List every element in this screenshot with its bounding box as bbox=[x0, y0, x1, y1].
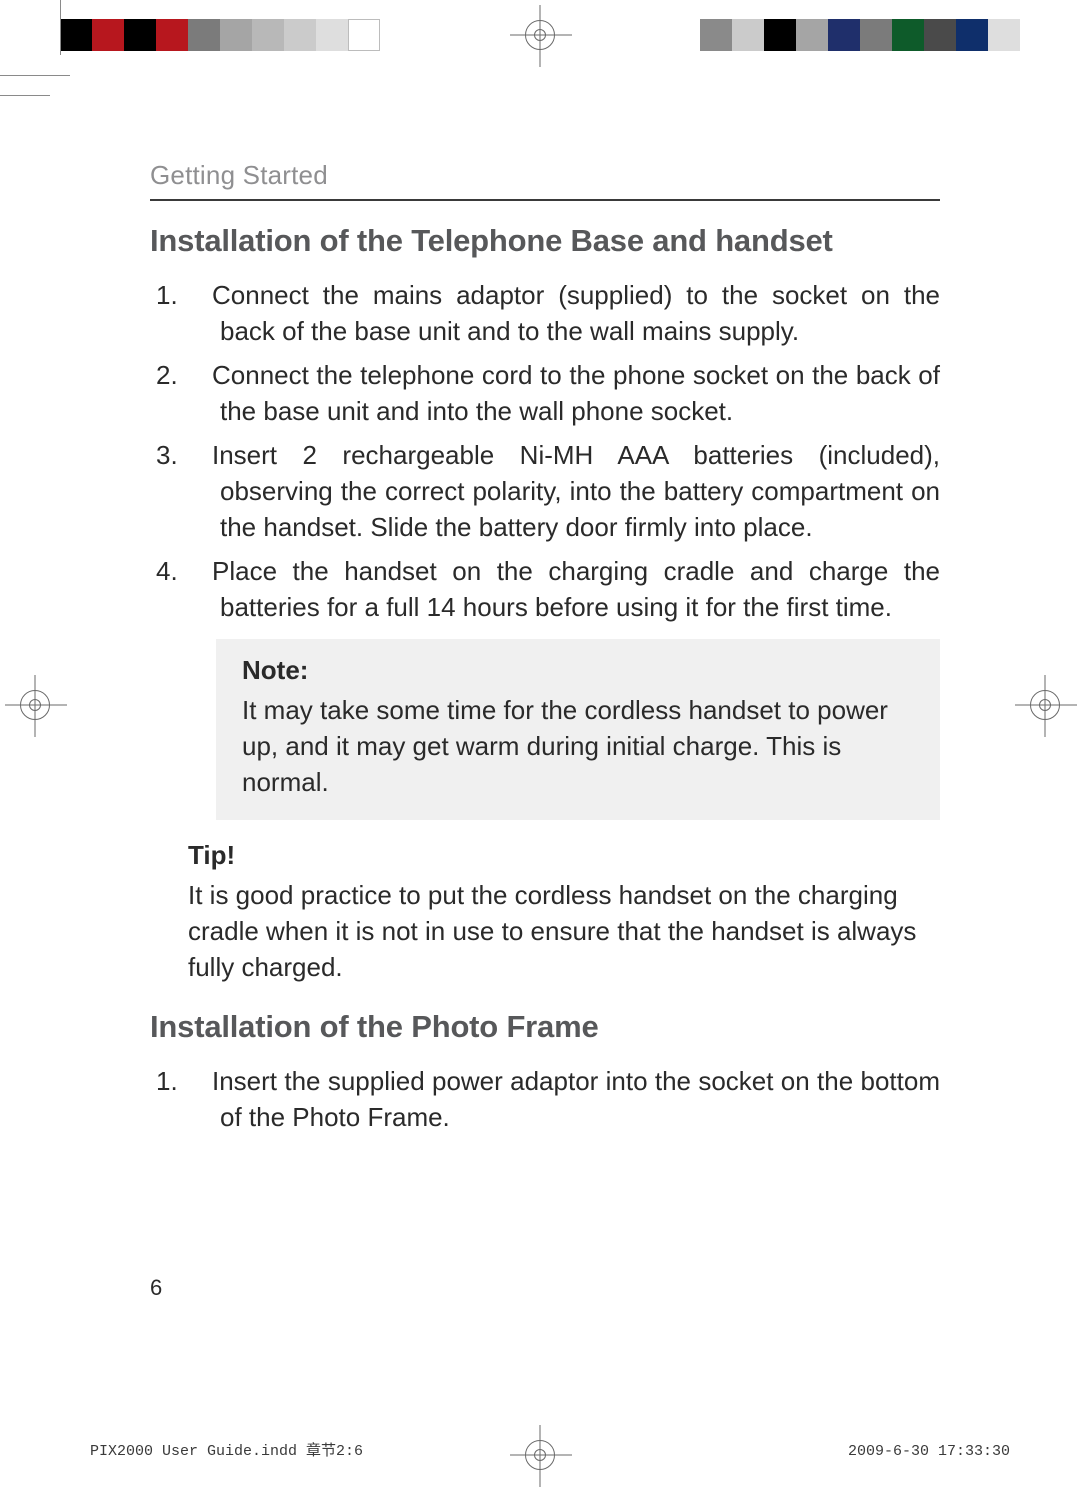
colorbar-right bbox=[700, 19, 1020, 51]
slug-filename: PIX2000 User Guide.indd 章节2:6 bbox=[90, 1439, 363, 1460]
page-content: Getting Started Installation of the Tele… bbox=[150, 160, 940, 1149]
page-number: 6 bbox=[150, 1275, 162, 1301]
note-body: It may take some time for the cordless h… bbox=[242, 692, 914, 800]
section-rule bbox=[150, 199, 940, 201]
reg-target-bottom bbox=[525, 1440, 555, 1470]
steps-photoframe: 1.Insert the supplied power adaptor into… bbox=[188, 1063, 940, 1135]
tip-title: Tip! bbox=[188, 840, 940, 871]
colorbar-left bbox=[60, 19, 380, 51]
step-1: 1.Connect the mains adaptor (supplied) t… bbox=[188, 277, 940, 349]
step-2: 2.Connect the telephone cord to the phon… bbox=[188, 357, 940, 429]
note-box: Note: It may take some time for the cord… bbox=[216, 639, 940, 820]
tip-block: Tip! It is good practice to put the cord… bbox=[188, 840, 940, 985]
pf-step-1: 1.Insert the supplied power adaptor into… bbox=[188, 1063, 940, 1135]
step-4: 4.Place the handset on the charging crad… bbox=[188, 553, 940, 625]
steps-base: 1.Connect the mains adaptor (supplied) t… bbox=[188, 277, 940, 625]
section-label: Getting Started bbox=[150, 160, 940, 191]
reg-target-top bbox=[525, 20, 555, 50]
reg-target-left bbox=[20, 690, 50, 720]
note-title: Note: bbox=[242, 655, 914, 686]
step-3: 3.Insert 2 rechargeable Ni-MH AAA batter… bbox=[188, 437, 940, 545]
heading-installation-base: Installation of the Telephone Base and h… bbox=[150, 223, 940, 259]
heading-installation-photoframe: Installation of the Photo Frame bbox=[150, 1009, 940, 1045]
tip-body: It is good practice to put the cordless … bbox=[188, 877, 940, 985]
slug-timestamp: 2009-6-30 17:33:30 bbox=[848, 1443, 1010, 1460]
reg-target-right bbox=[1030, 690, 1060, 720]
